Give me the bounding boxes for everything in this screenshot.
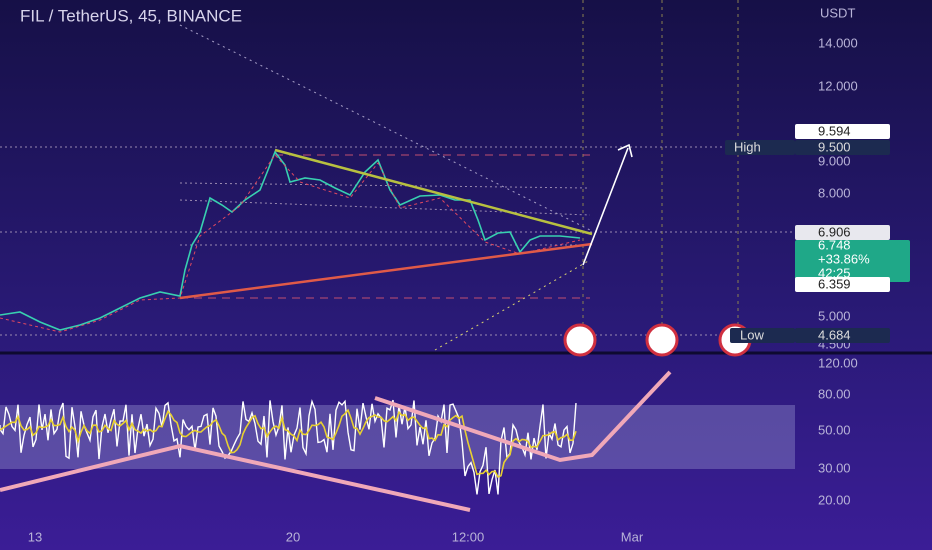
- tag-text: +33.86%: [818, 251, 870, 266]
- price-label: 9.000: [818, 153, 851, 168]
- price-tag: [795, 240, 910, 282]
- projection-arrow: [582, 147, 629, 266]
- price-tag: [795, 140, 890, 155]
- tag-text: 4.684: [818, 327, 851, 342]
- rsi-signal: [0, 408, 577, 479]
- lower-trendline: [179, 242, 593, 300]
- price-label: 14.000: [818, 35, 858, 50]
- rsi-label: 80.00: [818, 386, 851, 401]
- price-tag: [730, 328, 795, 343]
- time-label: 13: [28, 529, 42, 544]
- tag-text: 6.359: [818, 276, 851, 291]
- price-tag: [795, 277, 890, 292]
- rsi-label: 30.00: [818, 460, 851, 475]
- upper-trendline: [274, 148, 593, 236]
- dashed-levels: [180, 154, 590, 299]
- rsi-line: [0, 399, 577, 495]
- price-label: 12.000: [818, 78, 858, 93]
- levels: [0, 146, 795, 336]
- price-label: 8.000: [818, 185, 851, 200]
- chart-title: FIL / TetherUS, 45, BINANCE: [20, 6, 242, 25]
- trend-dotted: [179, 24, 591, 231]
- tag-text: 42:25: [818, 265, 851, 280]
- price-tag: [795, 328, 890, 343]
- time-lines: [582, 0, 739, 340]
- time-label: Mar: [621, 529, 644, 544]
- tag-text: 6.748: [818, 237, 851, 252]
- time-label: 12:00: [452, 529, 485, 544]
- rsi-trendline: [374, 370, 672, 463]
- price-tag: [725, 140, 795, 155]
- time-label: 20: [286, 529, 300, 544]
- price-tag: [795, 225, 890, 240]
- rsi-trendline: [0, 443, 471, 512]
- price-label: 5.000: [818, 308, 851, 323]
- tag-text: Low: [740, 327, 764, 342]
- tag-text: 6.906: [818, 224, 851, 239]
- tag-text: 9.594: [818, 123, 851, 138]
- price-line: [0, 150, 581, 331]
- rsi-label: 50.00: [818, 422, 851, 437]
- rsi-label: 20.00: [818, 492, 851, 507]
- rsi-label: 120.00: [818, 355, 858, 370]
- axis-unit: USDT: [820, 5, 855, 20]
- price-tag: [795, 124, 890, 139]
- arrow-head: [617, 143, 633, 158]
- tag-text: High: [734, 139, 761, 154]
- tag-text: 9.500: [818, 139, 851, 154]
